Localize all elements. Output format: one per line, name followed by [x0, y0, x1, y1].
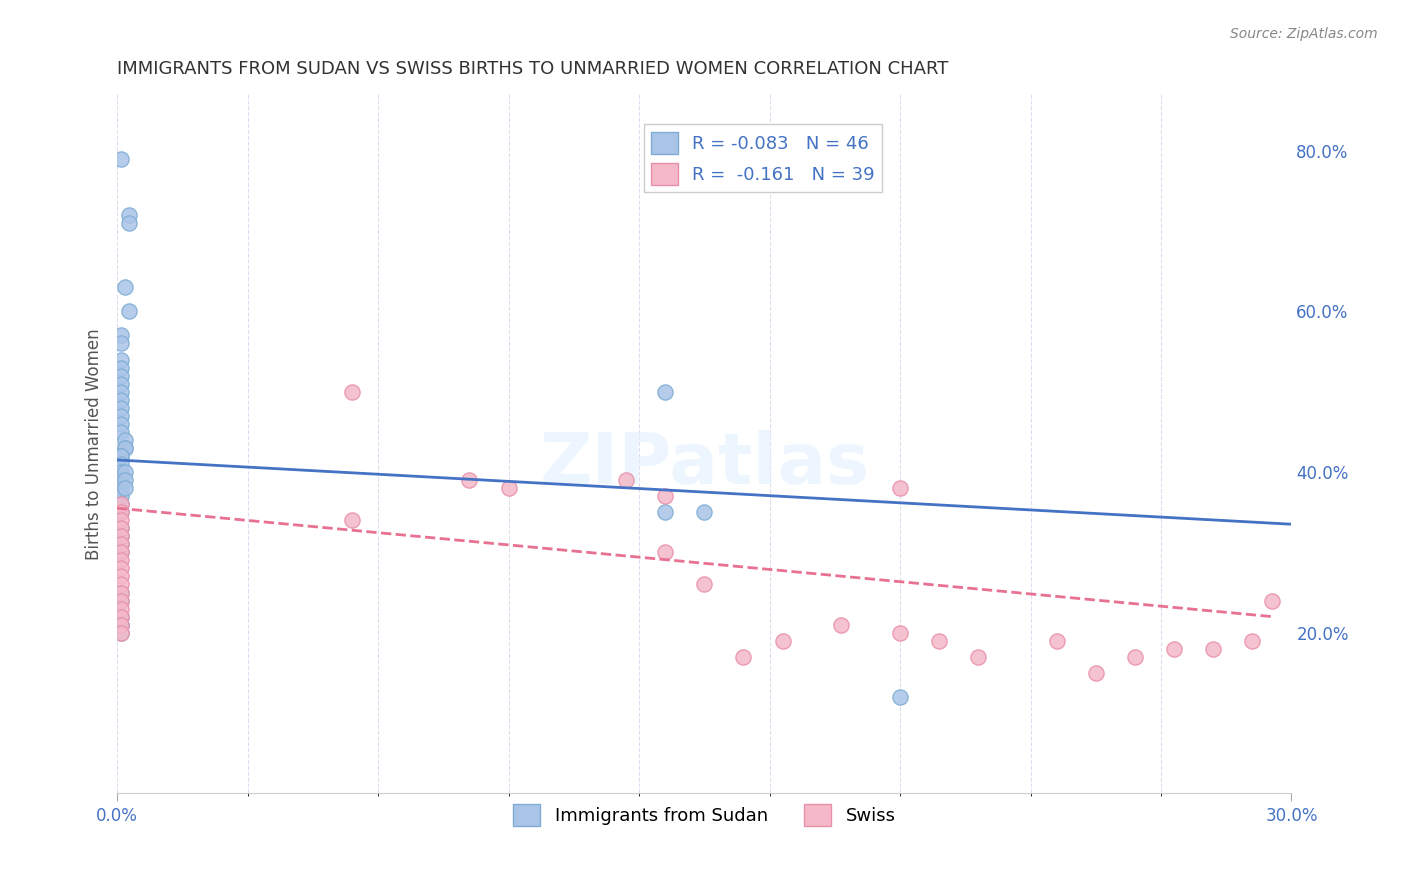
Text: Source: ZipAtlas.com: Source: ZipAtlas.com [1230, 27, 1378, 41]
Point [110, 497, 132, 511]
Point [110, 617, 132, 632]
Point [110, 521, 132, 535]
Point [110, 537, 132, 551]
Point [693, 505, 716, 519]
Point [110, 617, 132, 632]
Point [928, 633, 950, 648]
Legend: Immigrants from Sudan, Swiss: Immigrants from Sudan, Swiss [506, 797, 903, 833]
Point [118, 304, 141, 318]
Point [114, 433, 136, 447]
Point [118, 216, 141, 230]
Point [114, 473, 136, 487]
Point [110, 625, 132, 640]
Point [1261, 593, 1284, 607]
Point [110, 585, 132, 599]
Point [110, 449, 132, 463]
Point [110, 561, 132, 575]
Point [110, 593, 132, 607]
Point [340, 513, 363, 527]
Point [114, 441, 136, 455]
Text: ZIPatlas: ZIPatlas [540, 430, 869, 500]
Point [1123, 649, 1146, 664]
Point [110, 569, 132, 583]
Point [110, 545, 132, 559]
Point [110, 585, 132, 599]
Point [772, 633, 794, 648]
Point [110, 625, 132, 640]
Point [110, 384, 132, 399]
Point [114, 280, 136, 294]
Point [654, 545, 676, 559]
Point [110, 425, 132, 439]
Point [110, 328, 132, 343]
Point [110, 505, 132, 519]
Point [114, 465, 136, 479]
Point [110, 465, 132, 479]
Point [340, 384, 363, 399]
Text: IMMIGRANTS FROM SUDAN VS SWISS BIRTHS TO UNMARRIED WOMEN CORRELATION CHART: IMMIGRANTS FROM SUDAN VS SWISS BIRTHS TO… [117, 60, 949, 78]
Point [110, 368, 132, 383]
Point [889, 481, 911, 495]
Point [110, 529, 132, 543]
Point [1241, 633, 1264, 648]
Point [110, 457, 132, 471]
Point [733, 649, 755, 664]
Point [110, 392, 132, 407]
Point [110, 152, 132, 166]
Point [110, 617, 132, 632]
Point [110, 449, 132, 463]
Point [110, 497, 132, 511]
Point [1045, 633, 1067, 648]
Point [458, 473, 481, 487]
Point [110, 553, 132, 567]
Point [110, 537, 132, 551]
Point [693, 577, 716, 591]
Point [110, 360, 132, 375]
Point [110, 473, 132, 487]
Point [110, 577, 132, 591]
Point [110, 521, 132, 535]
Point [114, 441, 136, 455]
Point [110, 417, 132, 431]
Point [110, 601, 132, 615]
Point [110, 505, 132, 519]
Point [1163, 641, 1185, 656]
Point [114, 481, 136, 495]
Point [110, 545, 132, 559]
Point [654, 505, 676, 519]
Point [110, 336, 132, 351]
Point [614, 473, 637, 487]
Point [110, 529, 132, 543]
Point [110, 593, 132, 607]
Point [1084, 665, 1107, 680]
Point [967, 649, 990, 664]
Point [110, 609, 132, 624]
Point [110, 352, 132, 367]
Point [110, 481, 132, 495]
Point [1202, 641, 1225, 656]
Point [889, 690, 911, 704]
Point [110, 513, 132, 527]
Point [654, 384, 676, 399]
Point [118, 208, 141, 222]
Point [110, 409, 132, 423]
Point [830, 617, 852, 632]
Point [110, 609, 132, 624]
Point [110, 401, 132, 415]
Point [110, 489, 132, 503]
Point [654, 489, 676, 503]
Point [110, 376, 132, 391]
Y-axis label: Births to Unmarried Women: Births to Unmarried Women [86, 328, 103, 559]
Point [889, 625, 911, 640]
Point [498, 481, 520, 495]
